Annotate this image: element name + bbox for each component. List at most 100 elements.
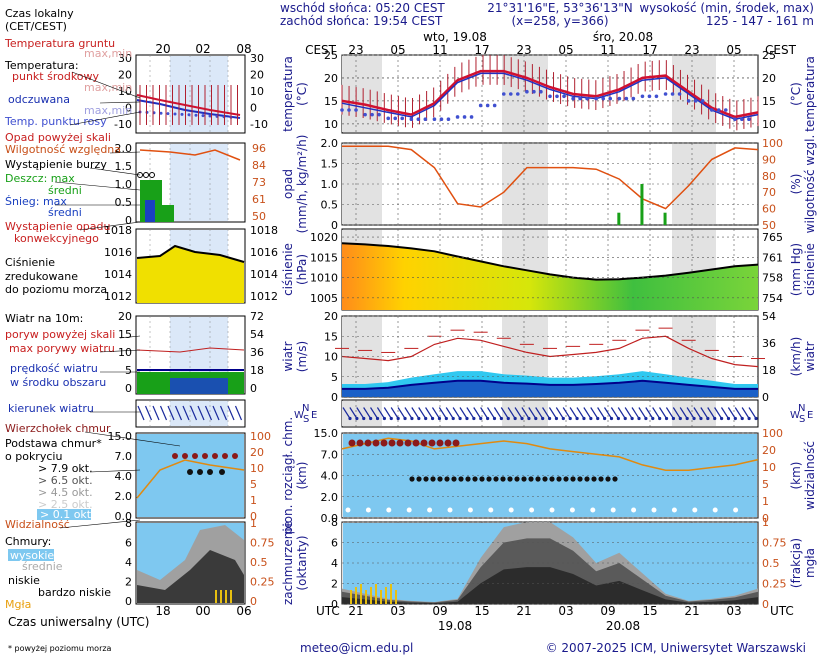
wind-direction-arrow-head — [623, 416, 627, 421]
dew-point-dot — [578, 96, 582, 101]
wind-direction-arrow — [480, 407, 489, 419]
contact-link[interactable]: meteo@icm.edu.pl — [300, 641, 413, 655]
legend-tick: 0 — [250, 382, 257, 395]
wind-direction-arrow-head — [499, 416, 503, 421]
dew-point-dot — [469, 115, 474, 119]
cover-axis-label: zachmurzenie — [281, 521, 295, 605]
legend-connector — [71, 71, 141, 99]
cloud-base-dot-dark — [430, 476, 436, 482]
legend-text: Czas lokalny — [5, 7, 74, 20]
cover-tick-left: 6 — [331, 537, 338, 550]
sunset: zachód słońca: 19:54 CEST — [280, 14, 443, 28]
legend-tick: 36 — [250, 346, 264, 359]
wind-direction-arrow-head — [437, 416, 442, 421]
dew-point-dot — [400, 116, 405, 121]
dew-point-dot — [462, 115, 467, 119]
wind-direction-arrow-head — [651, 416, 655, 421]
cloud-base-dot — [365, 507, 371, 513]
dew-point-dot — [532, 89, 536, 94]
legend-okt-low-bg — [37, 509, 91, 520]
wind-direction-arrow-head — [375, 416, 380, 421]
dew-point-dot — [733, 117, 737, 122]
wind-direction-arrow — [610, 407, 619, 419]
legend-storm-dot — [143, 172, 149, 178]
cloud-base-dot-dark — [479, 476, 485, 482]
cloud-base-dot-dark — [549, 476, 555, 482]
wind-direction-arrow-head — [699, 416, 703, 421]
legend-wind-arrow — [174, 405, 183, 421]
wind-direction-arrow-head — [644, 416, 648, 421]
compass-letter: W — [790, 410, 800, 421]
legend-base-dot — [187, 469, 193, 475]
wind-direction-arrow — [473, 407, 482, 419]
night-band — [342, 56, 382, 132]
precip-tick-left: 2.0 — [321, 137, 339, 150]
fog-bar — [390, 584, 392, 604]
wind-axis-label: wiatr — [281, 341, 295, 371]
precip-axis-unit: (mm/h, kg/m²/h) — [295, 135, 309, 234]
humidity-line — [342, 145, 759, 210]
top-hour-label: 23 — [348, 43, 363, 57]
pressure-tick-right: 765 — [762, 231, 783, 244]
dew-point-dot — [539, 89, 543, 94]
cover-tick-left: 0 — [331, 598, 338, 611]
legend-tick: 15.0 — [108, 430, 133, 443]
legend-tick: 5 — [250, 478, 257, 491]
visibility-tick-right: 100 — [762, 427, 783, 440]
wind-direction-arrow — [727, 407, 736, 419]
dew-point-dot — [446, 117, 451, 122]
cloud-axis-unit: (km) — [295, 461, 309, 489]
humidity-tick-right: 90 — [762, 153, 776, 166]
wind-direction-arrow-head — [547, 416, 552, 421]
legend-tick: 2.0 — [115, 142, 133, 155]
dew-point-dot — [747, 117, 751, 122]
pressure-tick-left: 1010 — [310, 272, 338, 285]
legend-text: wysokie — [10, 549, 54, 562]
legend-gust-line — [136, 347, 245, 353]
dew-point-dot — [700, 99, 705, 103]
legend-tick: 73 — [252, 176, 266, 189]
legend-wind-arrow — [189, 405, 198, 421]
wind-direction-arrow — [535, 407, 544, 419]
fog-tick-right: 0 — [762, 598, 769, 611]
dew-point-dot — [485, 103, 490, 108]
wind-direction-arrow — [720, 407, 729, 419]
wind-direction-arrow — [411, 407, 420, 419]
legend-text: Widzialność — [5, 518, 70, 531]
legend-local-hour: 08 — [236, 42, 251, 56]
cover-tick-left: 8 — [331, 516, 338, 529]
legend-dew-dot — [194, 113, 198, 117]
legend-cb-dot — [182, 453, 188, 459]
wind-direction-arrow-head — [554, 416, 559, 421]
wind-direction-arrow — [418, 407, 427, 419]
top-hour-label: 05 — [726, 43, 741, 57]
legend-text: średni — [48, 206, 82, 219]
legend-tick: 0 — [250, 102, 257, 115]
legend-text: Wiatr na 10m: — [5, 312, 83, 325]
pressure-tick-left: 1005 — [310, 292, 338, 305]
legend-tick: 0.25 — [250, 576, 275, 589]
wind-axis-unit: (m/s) — [295, 341, 309, 372]
fog-axis-label: mgła — [803, 548, 817, 578]
legend-tick: 20 — [250, 69, 264, 82]
pressure-axis-label: ciśnienie — [281, 243, 295, 296]
wind-direction-arrow — [466, 407, 475, 419]
top-hour-label: 23 — [516, 43, 531, 57]
grid-point: (x=258, y=366) — [511, 14, 608, 28]
dew-point-dot — [363, 112, 367, 117]
legend-tick: 7.0 — [115, 450, 133, 463]
legend-text: > 4.5 okt. — [38, 486, 93, 499]
legend-humidity-line — [139, 149, 241, 161]
dew-point-dot — [393, 116, 398, 121]
legend-text: Wilgotność względna — [5, 143, 121, 156]
legend-tick: -10 — [250, 118, 268, 131]
legend-text: poryw powyżej skali — [5, 328, 115, 341]
wind-direction-arrow-head — [369, 416, 373, 421]
cloud-top-dot — [404, 439, 412, 447]
legend-base-dot — [207, 469, 213, 475]
legend-tick: 20 — [250, 446, 264, 459]
fog-tick-right: 0.75 — [762, 537, 787, 550]
legend-fog-bar — [230, 590, 232, 603]
legend-connector — [99, 349, 141, 353]
dew-point-dot — [409, 117, 414, 122]
